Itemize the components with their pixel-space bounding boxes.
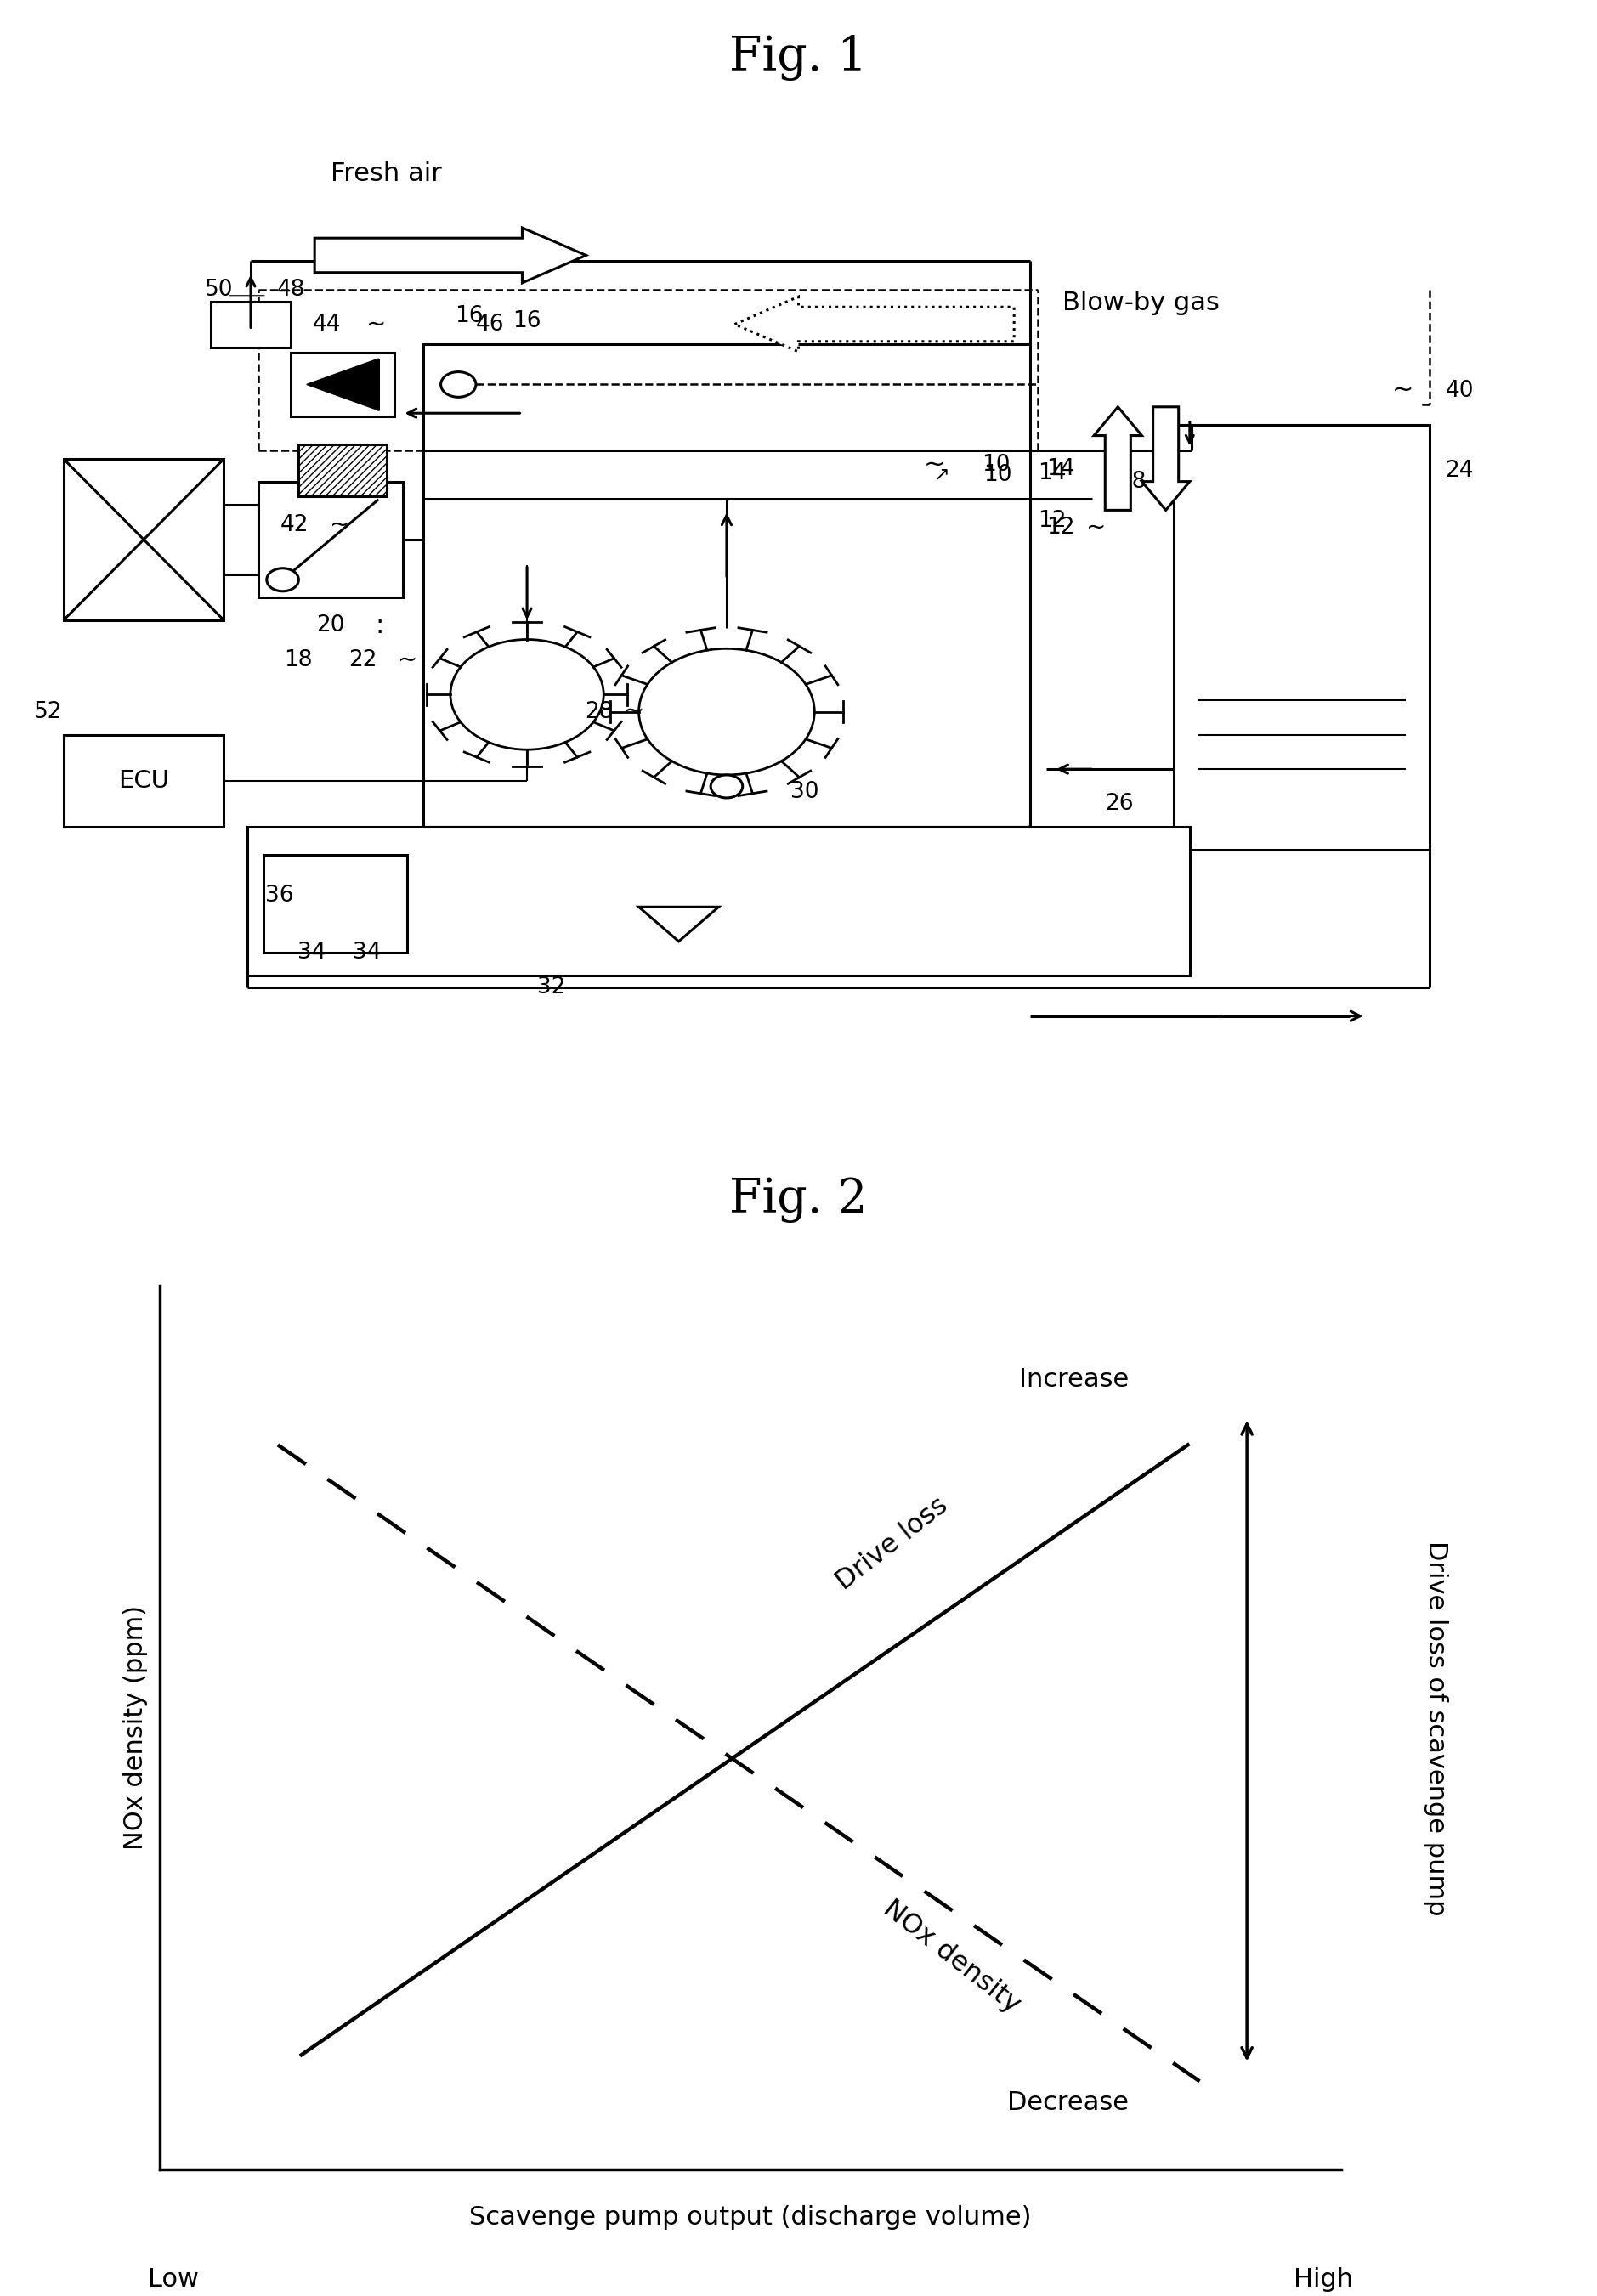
Text: 44: 44 (313, 312, 340, 335)
Text: ~: ~ (1391, 377, 1413, 402)
Text: ~: ~ (398, 647, 417, 673)
Text: 46: 46 (476, 312, 505, 335)
Text: Blow-by gas: Blow-by gas (1062, 289, 1219, 315)
Text: 20: 20 (316, 615, 345, 636)
Text: 40: 40 (1445, 381, 1474, 402)
Text: ~: ~ (329, 514, 350, 537)
Text: 30: 30 (791, 781, 819, 804)
Y-axis label: NOx density (ppm): NOx density (ppm) (123, 1605, 149, 1851)
Text: ~: ~ (366, 312, 386, 335)
Text: ~: ~ (923, 452, 945, 478)
Text: 16: 16 (513, 310, 541, 333)
Text: 52: 52 (34, 700, 62, 723)
Bar (64, 735, 224, 827)
Text: 26: 26 (1105, 792, 1134, 815)
Circle shape (267, 567, 299, 590)
Text: NOx density: NOx density (878, 1896, 1025, 2018)
Text: 22: 22 (348, 650, 377, 670)
Bar (64, 459, 224, 620)
Text: Increase: Increase (1019, 1366, 1129, 1391)
Text: 24: 24 (1445, 459, 1474, 482)
Text: Drive loss: Drive loss (832, 1492, 953, 1596)
Text: Decrease: Decrease (1008, 2089, 1129, 2115)
Text: 14: 14 (1046, 457, 1075, 480)
Text: 50: 50 (204, 278, 233, 301)
Text: 48: 48 (276, 278, 305, 301)
Circle shape (711, 776, 743, 799)
Text: ECU: ECU (118, 769, 169, 792)
Text: 34: 34 (297, 941, 326, 964)
Bar (299, 445, 386, 496)
Bar (423, 344, 1030, 827)
Text: 12: 12 (1046, 517, 1075, 540)
FancyArrow shape (735, 296, 1014, 351)
Circle shape (441, 372, 476, 397)
Text: Fresh air: Fresh air (331, 161, 442, 186)
Text: ↗: ↗ (934, 466, 950, 482)
Bar (264, 854, 407, 953)
Polygon shape (307, 358, 378, 411)
X-axis label: Scavenge pump output (discharge volume): Scavenge pump output (discharge volume) (470, 2204, 1032, 2229)
Text: 32: 32 (537, 976, 565, 999)
FancyArrow shape (1094, 406, 1142, 510)
Bar (211, 301, 291, 347)
Text: 34: 34 (353, 941, 382, 964)
Bar (1174, 425, 1429, 850)
Text: Drive loss of scavenge pump: Drive loss of scavenge pump (1423, 1541, 1448, 1915)
Circle shape (639, 647, 814, 776)
Bar (248, 827, 1190, 976)
Text: 10: 10 (984, 464, 1012, 487)
Polygon shape (639, 907, 719, 941)
Text: ~: ~ (623, 700, 645, 723)
Text: Low: Low (149, 2266, 200, 2291)
Text: 16: 16 (455, 305, 484, 326)
Text: Fig. 1: Fig. 1 (730, 34, 867, 80)
Bar (291, 354, 394, 416)
Bar (224, 505, 259, 574)
Circle shape (450, 641, 604, 748)
Text: 18: 18 (284, 650, 313, 670)
Text: Fig. 2: Fig. 2 (730, 1176, 867, 1224)
Text: 12: 12 (1038, 510, 1067, 533)
Text: High: High (1294, 2266, 1353, 2291)
Text: 10: 10 (982, 455, 1011, 475)
Bar (259, 482, 402, 597)
Text: ~: ~ (1086, 517, 1105, 540)
FancyArrow shape (315, 227, 586, 282)
Text: 14: 14 (1038, 461, 1067, 484)
Text: 42: 42 (281, 514, 308, 537)
Text: 38: 38 (1118, 471, 1147, 494)
Text: :: : (375, 613, 383, 638)
Text: 36: 36 (265, 884, 294, 907)
FancyArrow shape (1142, 406, 1190, 510)
Text: 28: 28 (585, 700, 613, 723)
